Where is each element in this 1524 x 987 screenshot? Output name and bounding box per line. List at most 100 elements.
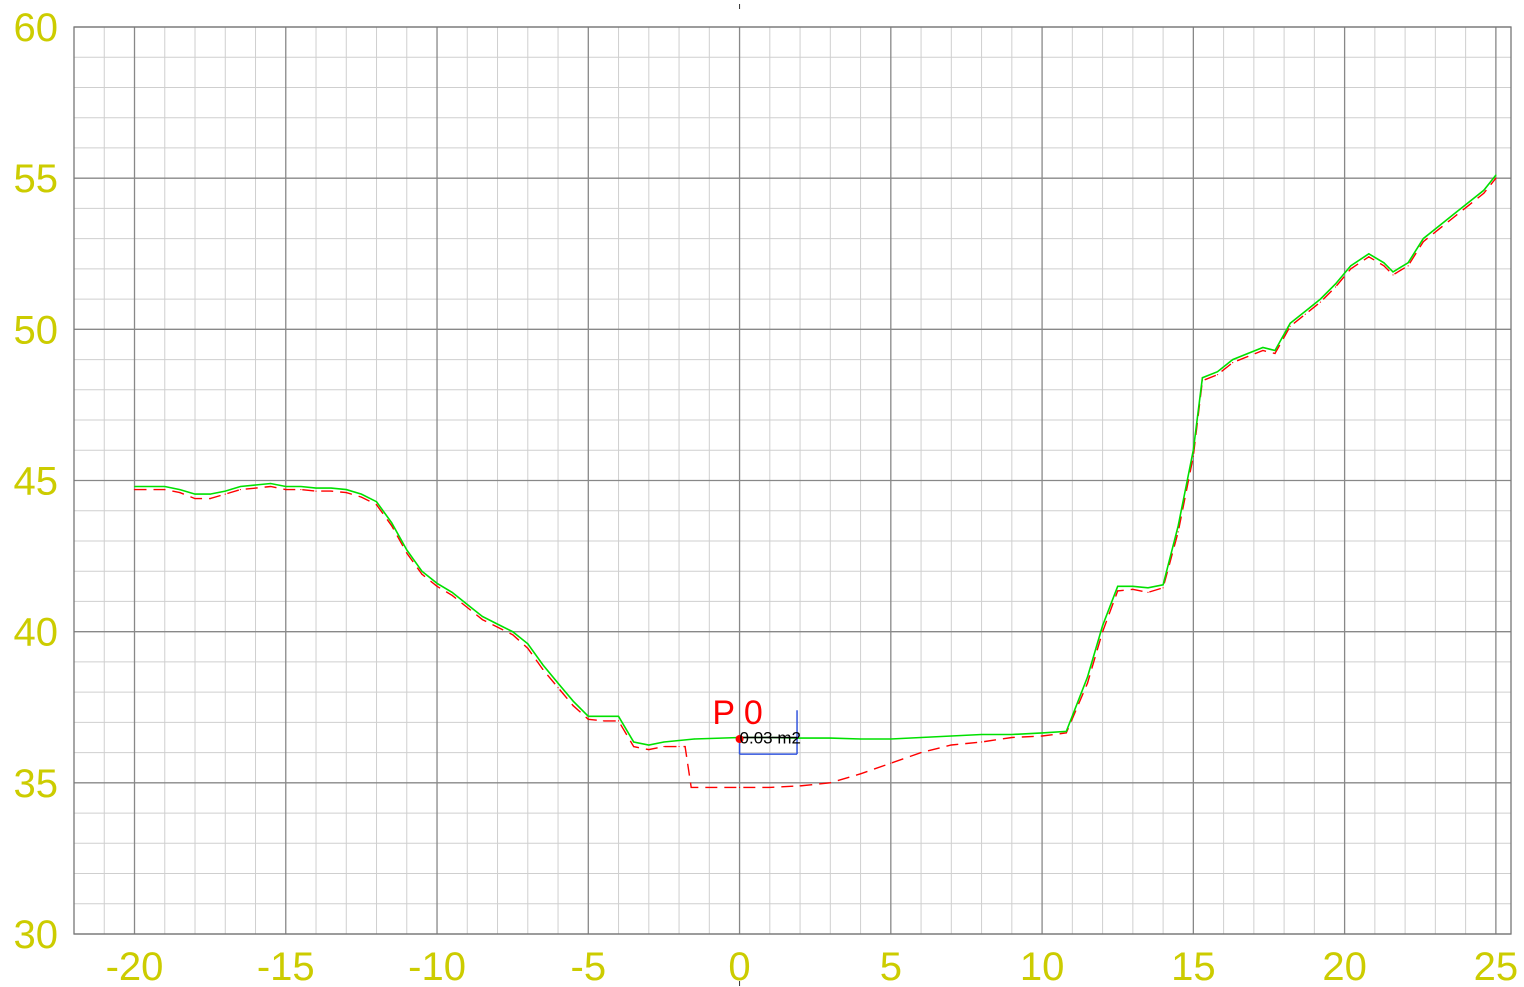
design-profile-point — [1350, 268, 1352, 270]
terrain-profile-point — [980, 733, 983, 736]
design-profile-point — [859, 773, 862, 775]
terrain-profile-point — [1383, 262, 1385, 264]
terrain-profile-point — [1304, 310, 1306, 312]
terrain-profile-point — [1422, 238, 1424, 240]
design-profile-point — [1041, 735, 1043, 737]
annotations: P 0 0.03 m2 — [712, 4, 801, 986]
terrain-profile-point — [285, 485, 287, 488]
design-profile-point — [375, 504, 378, 506]
terrain-profile-point — [1177, 525, 1179, 527]
design-profile-point — [1319, 301, 1322, 303]
design-profile-point — [345, 491, 347, 494]
terrain-profile-point — [617, 715, 620, 717]
terrain-profile-point — [1437, 225, 1439, 228]
design-profile-point — [648, 748, 650, 751]
plot-border — [73, 26, 1512, 935]
design-profile-point — [980, 741, 983, 743]
terrain-profile-point — [300, 485, 302, 488]
y-tick-label: 50 — [14, 308, 59, 352]
y-axis-ticks: 30 35 40 45 50 55 60 — [14, 6, 59, 957]
terrain-profile-point — [1452, 213, 1455, 216]
terrain-profile-point — [1319, 298, 1322, 300]
terrain-profile-point — [164, 485, 166, 488]
design-profile-point — [1132, 588, 1134, 590]
terrain-profile-point — [375, 501, 378, 503]
design-profile-point — [194, 498, 196, 500]
x-tick-label: 5 — [880, 945, 902, 987]
x-tick-label: 0 — [728, 945, 750, 987]
design-profile-line — [134, 177, 1497, 789]
terrain-profile-point — [1334, 283, 1337, 285]
design-profile-point — [920, 752, 922, 754]
terrain-profile-point — [1350, 265, 1352, 267]
design-profile-point — [769, 786, 771, 788]
terrain-profile-point — [693, 738, 695, 740]
design-profile-point — [224, 493, 226, 495]
design-profile-point — [512, 634, 514, 636]
terrain-profile-point — [633, 741, 635, 743]
x-tick-label: -15 — [257, 945, 315, 987]
terrain-profile-point — [648, 744, 650, 746]
design-profile-point — [1177, 531, 1179, 533]
x-tick-label: 20 — [1322, 945, 1367, 987]
terrain-profile-point — [451, 591, 453, 593]
terrain-profile-point — [1274, 349, 1276, 352]
terrain-profile-point — [1262, 346, 1264, 349]
point-label: P 0 — [712, 694, 762, 732]
terrain-profile-point — [1468, 201, 1470, 203]
design-profile-point — [1262, 349, 1264, 352]
design-profile-point — [572, 705, 574, 707]
terrain-profile-point — [133, 485, 136, 488]
design-profile-point — [1147, 591, 1149, 593]
design-profile-point — [1407, 265, 1409, 267]
design-profile-point — [663, 745, 665, 748]
design-profile-point — [1065, 732, 1067, 734]
design-profile-point — [1392, 274, 1394, 276]
design-profile-point — [587, 718, 589, 720]
design-profile-point — [436, 585, 438, 587]
design-profile-point — [557, 686, 559, 689]
terrain-profile-point — [466, 603, 468, 606]
design-profile-point — [527, 647, 529, 649]
terrain-profile-point — [481, 615, 484, 618]
terrain-profile-point — [1289, 322, 1291, 324]
terrain-profile-point — [391, 522, 393, 524]
design-profile-point — [1422, 241, 1424, 243]
design-profile-point — [617, 720, 620, 722]
design-profile-point — [1011, 736, 1013, 739]
y-tick-label: 45 — [14, 460, 59, 504]
design-profile-point — [1334, 286, 1337, 288]
terrain-profile-point — [421, 570, 423, 572]
design-profile-point — [950, 744, 952, 746]
terrain-profile-point — [587, 715, 589, 717]
terrain-profile-point — [678, 739, 680, 742]
p0-point-marker — [735, 734, 744, 743]
terrain-profile-point — [950, 735, 952, 737]
design-profile-point — [285, 488, 287, 491]
terrain-profile-point — [1101, 625, 1104, 627]
design-profile-point — [1232, 361, 1234, 364]
terrain-profile-point — [239, 485, 241, 488]
design-profile-point — [330, 490, 332, 492]
terrain-profile-point — [1065, 730, 1067, 733]
design-profile-point — [1216, 374, 1219, 376]
y-tick-label: 35 — [14, 762, 59, 806]
terrain-profile-point — [1147, 587, 1149, 589]
y-tick-label: 40 — [14, 611, 59, 655]
terrain-profile-point — [572, 700, 574, 702]
terrain-profile-point — [1132, 585, 1134, 587]
design-profile-point — [133, 488, 136, 491]
terrain-profile-point — [859, 738, 862, 740]
design-profile-point — [1192, 455, 1194, 457]
terrain-profile-point — [557, 682, 559, 684]
design-profile-point — [1101, 631, 1104, 633]
terrain-profile-point — [330, 487, 332, 489]
terrain-profile-point — [890, 738, 892, 740]
series-layer — [133, 174, 1497, 789]
terrain-profile-point — [1495, 174, 1497, 176]
terrain-profile-point — [1117, 585, 1119, 587]
terrain-profile-point — [920, 736, 922, 739]
terrain-profile-line — [134, 174, 1497, 746]
terrain-profile-point — [1201, 377, 1204, 379]
